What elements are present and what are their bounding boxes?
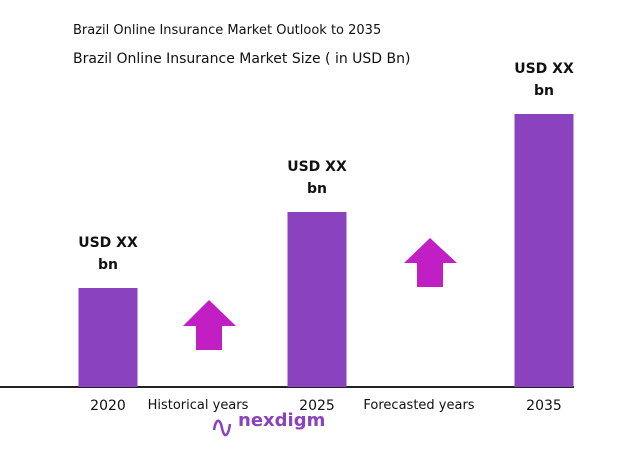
x-tick-label: 2025 [299, 398, 335, 414]
x-tick-label: 2020 [90, 398, 126, 414]
bar [78, 288, 138, 387]
x-tick-label: 2035 [526, 398, 562, 414]
logo-mark [212, 419, 232, 437]
chart-title: Brazil Online Insurance Market Outlook t… [73, 23, 381, 38]
annotation: Historical years [148, 398, 249, 413]
value-label: USD XX bn [287, 159, 347, 197]
growth-arrow [183, 300, 236, 350]
value-label: USD XX bn [514, 61, 574, 99]
value-label: USD XX bn [78, 235, 138, 273]
bar [514, 114, 574, 387]
growth-arrow [404, 238, 457, 287]
bar [287, 212, 347, 387]
logo: nexdigm [238, 410, 325, 431]
chart-subtitle: Brazil Online Insurance Market Size ( in… [73, 51, 410, 67]
annotation: Forecasted years [363, 398, 474, 413]
